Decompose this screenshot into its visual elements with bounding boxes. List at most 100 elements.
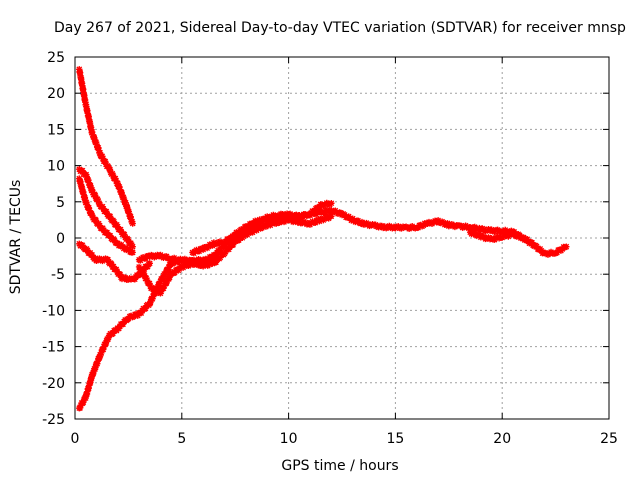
- data-point: [205, 256, 212, 263]
- data-point: [95, 197, 102, 205]
- data-point: [229, 241, 237, 249]
- data-point: [222, 238, 230, 245]
- y-tick-label: -10: [42, 303, 65, 319]
- series-arc-2: [76, 166, 136, 250]
- data-point: [253, 221, 260, 228]
- data-point: [76, 69, 84, 76]
- data-point: [109, 330, 117, 337]
- data-point: [258, 218, 266, 225]
- data-point: [262, 223, 270, 230]
- data-point: [248, 224, 256, 232]
- data-point: [328, 213, 335, 220]
- data-point: [217, 247, 224, 254]
- data-point: [444, 220, 451, 227]
- y-axis-label: SDTVAR / TECUs: [8, 180, 24, 295]
- data-point: [129, 249, 136, 256]
- x-tick-label: 5: [177, 431, 186, 447]
- data-point: [163, 279, 170, 287]
- data-point: [121, 244, 129, 251]
- data-point: [138, 266, 145, 274]
- data-point: [159, 275, 166, 282]
- data-point: [262, 216, 270, 223]
- data-point: [102, 158, 109, 165]
- data-point: [160, 285, 167, 292]
- data-point: [94, 195, 101, 203]
- data-point: [158, 288, 165, 295]
- data-point: [99, 155, 107, 162]
- y-tick-label: -25: [42, 412, 65, 428]
- data-point: [165, 264, 173, 271]
- data-point: [328, 200, 335, 207]
- data-point: [143, 276, 151, 284]
- data-point: [91, 134, 98, 142]
- data-point: [111, 236, 118, 244]
- data-point: [209, 242, 216, 249]
- data-point: [146, 260, 153, 267]
- data-point: [144, 263, 151, 270]
- data-point: [96, 201, 104, 208]
- data-point: [109, 171, 117, 179]
- data-point: [563, 243, 570, 250]
- y-tick-label: -20: [42, 376, 65, 392]
- data-point: [127, 239, 135, 247]
- data-point: [110, 263, 117, 270]
- series-arc-9: [189, 199, 335, 257]
- data-point: [88, 186, 96, 193]
- data-point: [92, 364, 99, 371]
- data-point: [528, 239, 536, 246]
- data-point: [129, 243, 136, 250]
- data-point: [225, 246, 232, 253]
- data-point: [115, 325, 122, 332]
- data-point: [116, 271, 124, 278]
- data-point: [88, 374, 95, 382]
- series-arc-3: [76, 175, 136, 256]
- data-point: [235, 236, 242, 244]
- data-point: [91, 192, 99, 199]
- axis-ticks: 0 5 10 15 20 25 -25 -20 -15 -10 -5 0 5 10 15 20 25: [42, 50, 618, 447]
- data-point: [103, 208, 110, 215]
- data-point: [236, 231, 243, 239]
- data-point: [209, 254, 216, 262]
- x-tick-label: 0: [71, 431, 80, 447]
- data-point: [212, 251, 220, 259]
- data-point: [157, 290, 164, 297]
- data-point: [79, 242, 86, 249]
- data-points: [76, 66, 570, 412]
- data-point: [164, 266, 172, 273]
- data-point: [76, 404, 84, 412]
- data-point: [79, 167, 86, 174]
- data-point: [110, 218, 118, 225]
- series-arc-5: [76, 255, 207, 412]
- data-point: [96, 222, 103, 229]
- y-tick-label: -5: [51, 267, 65, 283]
- y-tick-label: 20: [47, 86, 65, 102]
- data-point: [553, 249, 561, 256]
- data-point: [176, 265, 183, 273]
- data-point: [107, 232, 114, 239]
- y-tick-label: 25: [47, 50, 65, 66]
- series-arc-8: [189, 213, 335, 270]
- data-point: [222, 241, 229, 249]
- data-point: [82, 394, 89, 402]
- data-point: [106, 213, 114, 220]
- y-tick-label: 0: [56, 231, 65, 247]
- data-point: [134, 312, 141, 319]
- data-point: [114, 223, 121, 230]
- y-tick-label: -15: [42, 340, 65, 356]
- data-point: [316, 203, 323, 211]
- data-point: [142, 305, 149, 312]
- x-tick-label: 10: [280, 431, 298, 447]
- data-point: [341, 211, 348, 219]
- data-point: [87, 379, 94, 386]
- y-tick-label: 15: [47, 122, 65, 138]
- data-point: [103, 229, 111, 236]
- data-point: [78, 75, 85, 83]
- data-point: [118, 189, 125, 196]
- data-point: [167, 261, 174, 268]
- data-point: [533, 243, 540, 250]
- data-point: [306, 212, 314, 219]
- data-point: [222, 248, 229, 256]
- data-point: [531, 242, 538, 249]
- data-point: [78, 184, 86, 192]
